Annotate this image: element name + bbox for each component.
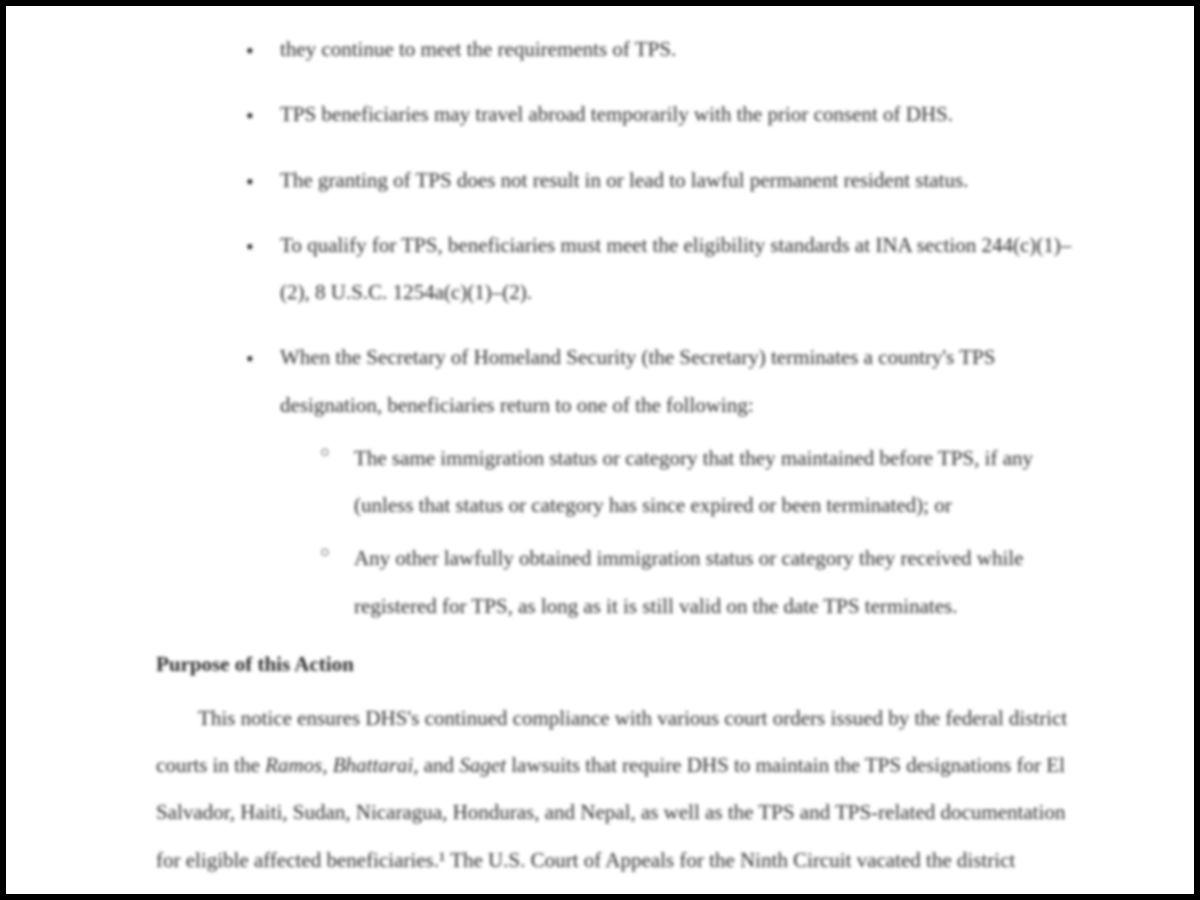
para-text-italic-cases: Ramos, Bhattarai, xyxy=(265,753,418,777)
sub-bullet-other-status: Any other lawfully obtained immigration … xyxy=(320,535,1084,630)
tps-bullet-list: they continue to meet the requirements o… xyxy=(156,26,1084,630)
sub-bullet-same-status: The same immigration status or category … xyxy=(320,435,1084,530)
sub-bullet-list: The same immigration status or category … xyxy=(280,435,1084,630)
para-text-mid: and xyxy=(418,753,459,777)
bullet-text: When the Secretary of Homeland Security … xyxy=(280,345,995,416)
bullet-item-travel: TPS beneficiaries may travel abroad temp… xyxy=(246,91,1084,138)
bullet-item-no-lpr: The granting of TPS does not result in o… xyxy=(246,157,1084,204)
section-heading-purpose: Purpose of this Action xyxy=(156,652,1084,677)
purpose-paragraph: This notice ensures DHS's continued comp… xyxy=(156,695,1084,884)
bullet-item-termination: When the Secretary of Homeland Security … xyxy=(246,334,1084,630)
sub-bullet-text: The same immigration status or category … xyxy=(354,446,1033,517)
para-text-italic-case2: Saget xyxy=(459,753,506,777)
content-blur-layer: they continue to meet the requirements o… xyxy=(156,26,1084,884)
bullet-text: TPS beneficiaries may travel abroad temp… xyxy=(280,102,953,126)
bullet-item-continuation: they continue to meet the requirements o… xyxy=(246,26,1084,73)
bullet-text: The granting of TPS does not result in o… xyxy=(280,168,968,192)
bullet-text: they continue to meet the requirements o… xyxy=(280,37,676,61)
sub-bullet-text: Any other lawfully obtained immigration … xyxy=(354,546,1023,617)
document-page: they continue to meet the requirements o… xyxy=(0,0,1200,900)
bullet-text: To qualify for TPS, beneficiaries must m… xyxy=(280,233,1071,304)
bullet-item-eligibility: To qualify for TPS, beneficiaries must m… xyxy=(246,222,1084,317)
